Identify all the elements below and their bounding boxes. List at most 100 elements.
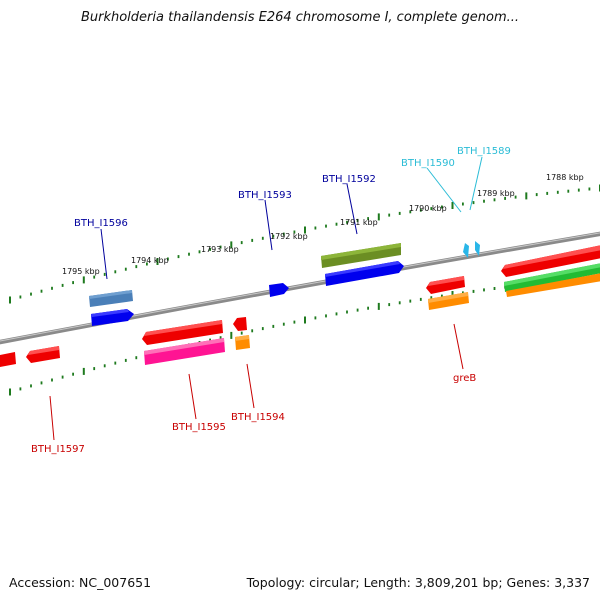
minor-tick [314, 226, 317, 230]
gene-feature[interactable] [428, 292, 469, 310]
minor-tick [240, 331, 243, 335]
major-tick [525, 192, 528, 200]
map-title: Burkholderia thailandensis E264 chromoso… [80, 10, 520, 25]
minor-tick [72, 372, 74, 376]
gene-feature[interactable] [233, 317, 247, 331]
minor-tick [114, 270, 117, 274]
minor-tick [51, 286, 53, 290]
minor-tick [346, 310, 348, 314]
minor-tick [146, 262, 148, 266]
minor-tick [19, 387, 22, 391]
minor-tick [367, 217, 369, 221]
gene-feature[interactable] [235, 335, 250, 350]
gene-feature[interactable] [426, 276, 465, 294]
minor-tick [51, 378, 53, 382]
minor-tick [493, 198, 496, 202]
minor-tick [30, 384, 32, 388]
minor-tick [409, 210, 412, 214]
minor-tick [293, 230, 296, 234]
gene-feature[interactable] [504, 263, 600, 292]
gene-feature[interactable] [142, 320, 223, 345]
minor-tick [209, 247, 211, 251]
minor-tick [219, 245, 222, 249]
minor-tick [441, 294, 443, 298]
minor-tick [61, 375, 64, 379]
minor-tick [188, 252, 190, 256]
minor-tick [40, 289, 43, 293]
major-tick [230, 241, 233, 249]
minor-tick [441, 205, 443, 209]
major-tick [377, 213, 380, 221]
major-tick [82, 276, 85, 284]
minor-tick [493, 287, 496, 290]
minor-tick [251, 238, 254, 242]
minor-tick [219, 336, 222, 340]
minor-tick [356, 308, 359, 312]
minor-tick [177, 255, 180, 259]
minor-tick [462, 202, 464, 206]
minor-tick [314, 316, 317, 320]
minor-tick [167, 257, 169, 261]
minor-tick [124, 358, 127, 362]
gene-feature[interactable] [0, 352, 16, 367]
gene-label[interactable]: BTH_I1589 [457, 146, 511, 157]
minor-tick [335, 222, 338, 226]
minor-tick [261, 327, 264, 331]
scale-label: 1792 kbp [270, 232, 308, 241]
gene-feature[interactable] [91, 309, 134, 326]
minor-tick [240, 241, 243, 245]
minor-tick [367, 306, 369, 310]
minor-tick [388, 213, 391, 217]
minor-tick [356, 218, 359, 222]
minor-tick [40, 381, 43, 385]
major-tick [9, 296, 11, 304]
minor-tick [93, 367, 96, 371]
minor-tick [251, 329, 254, 333]
minor-tick [325, 224, 327, 228]
gene-label[interactable]: BTH_I1593 [238, 190, 292, 201]
gene-feature[interactable] [26, 346, 60, 363]
minor-tick [293, 320, 296, 324]
minor-tick [209, 338, 211, 342]
gene-label[interactable]: BTH_I1595 [172, 422, 226, 433]
minor-tick [546, 191, 549, 195]
gene-feature[interactable] [463, 241, 480, 258]
gene-label[interactable]: BTH_I1596 [74, 218, 128, 229]
minor-tick [30, 292, 32, 296]
minor-tick [261, 236, 264, 240]
minor-tick [61, 283, 64, 287]
scale-label: 1788 kbp [546, 173, 584, 182]
gene-feature[interactable] [325, 261, 404, 286]
gene-label[interactable]: BTH_I1597 [31, 444, 85, 455]
minor-tick [504, 196, 506, 200]
gene-label[interactable]: greB [453, 373, 476, 384]
gene-label[interactable]: BTH_I1592 [322, 174, 376, 185]
minor-tick [419, 297, 422, 301]
gene-feature[interactable] [269, 283, 289, 297]
minor-tick [472, 201, 475, 205]
scale-label: 1795 kbp [62, 267, 100, 276]
scale-label: 1794 kbp [131, 256, 169, 265]
gene-label[interactable]: BTH_I1590 [401, 158, 455, 169]
minor-tick [514, 195, 517, 199]
gene-feature[interactable] [89, 290, 133, 307]
gene-feature[interactable] [501, 245, 600, 277]
gene-feature[interactable] [506, 273, 600, 297]
minor-tick [325, 314, 327, 318]
gene-feature[interactable] [321, 243, 401, 268]
major-tick [304, 316, 306, 324]
gene-label[interactable]: BTH_I1594 [231, 412, 285, 423]
minor-tick [72, 281, 74, 285]
minor-tick [483, 288, 485, 292]
minor-tick [198, 250, 201, 254]
scale-label: 1793 kbp [201, 245, 239, 254]
minor-tick [535, 193, 538, 197]
chromosome-backbone [0, 231, 600, 345]
scale-label: 1790 kbp [409, 204, 447, 213]
minor-tick [103, 272, 106, 276]
minor-tick [556, 190, 559, 194]
minor-tick [135, 265, 138, 269]
gene-feature[interactable] [144, 338, 225, 365]
major-tick [230, 331, 233, 339]
major-tick [451, 202, 454, 209]
